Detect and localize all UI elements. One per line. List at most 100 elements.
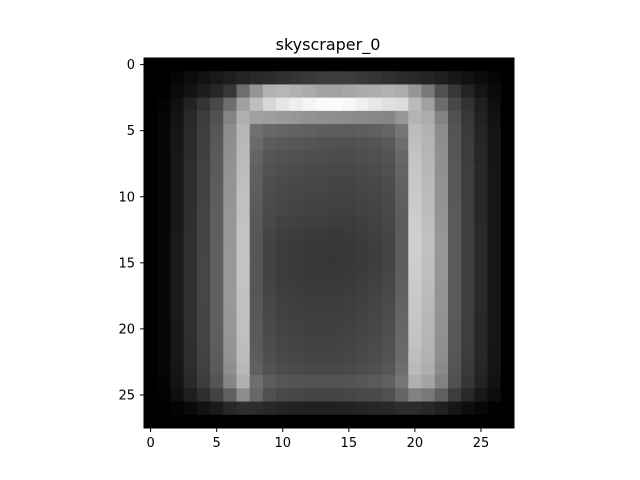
heatmap-cell	[210, 84, 224, 99]
heatmap-cell	[302, 97, 317, 112]
heatmap-cell	[461, 414, 475, 429]
heatmap-cell	[447, 282, 462, 297]
heatmap-cell	[434, 348, 449, 363]
heatmap-cell	[236, 269, 251, 284]
heatmap-cell	[196, 322, 211, 336]
heatmap-cell	[236, 229, 251, 244]
heatmap-cell	[157, 97, 171, 112]
heatmap-cell	[434, 190, 449, 204]
heatmap-cell	[276, 348, 290, 363]
heatmap-cell	[210, 97, 224, 112]
heatmap-cell	[434, 176, 449, 191]
heatmap-cell	[170, 163, 185, 178]
heatmap-cell	[474, 295, 489, 310]
heatmap-cell	[302, 190, 317, 204]
heatmap-cell	[276, 388, 290, 403]
heatmap-cell	[157, 203, 171, 218]
heatmap-cell	[262, 256, 277, 270]
heatmap-cell	[196, 71, 211, 85]
heatmap-cell	[223, 176, 237, 191]
heatmap-cell	[157, 269, 171, 284]
heatmap-cell	[329, 203, 343, 218]
heatmap-cell	[342, 414, 356, 429]
heatmap-cell	[302, 203, 317, 218]
heatmap-cell	[210, 322, 224, 336]
heatmap-cell	[289, 163, 304, 178]
chart-title: skyscraper_0	[276, 35, 381, 55]
heatmap-cell	[157, 216, 171, 231]
heatmap-cell	[236, 322, 251, 336]
heatmap-cell	[355, 375, 370, 389]
heatmap-cell	[315, 243, 330, 257]
heatmap-cell	[342, 110, 356, 125]
heatmap-cell	[461, 71, 475, 85]
heatmap-cell	[368, 97, 383, 112]
heatmap-cell	[276, 124, 290, 138]
x-tick-label: 25	[473, 436, 490, 451]
heatmap-cell	[474, 348, 489, 363]
heatmap-cell	[223, 282, 237, 297]
heatmap-cell	[368, 388, 383, 403]
heatmap-cell	[236, 388, 251, 403]
heatmap-cell	[368, 361, 383, 376]
heatmap-cell	[302, 137, 317, 151]
heatmap-cell	[170, 256, 185, 270]
heatmap-cell	[461, 124, 475, 138]
heatmap-cell	[276, 110, 290, 125]
heatmap-cell	[144, 361, 158, 376]
heatmap-cell	[170, 414, 185, 429]
heatmap-cell	[421, 243, 436, 257]
heatmap-cell	[421, 335, 436, 350]
heatmap-cell	[315, 71, 330, 85]
heatmap-cell	[276, 163, 290, 178]
heatmap-cell	[157, 150, 171, 165]
heatmap-cell	[395, 322, 409, 336]
heatmap-cell	[474, 335, 489, 350]
heatmap-cell	[223, 256, 237, 270]
heatmap-cell	[447, 269, 462, 284]
heatmap-cell	[315, 163, 330, 178]
heatmap-cell	[408, 348, 422, 363]
heatmap-cell	[395, 309, 409, 323]
heatmap-cell	[447, 150, 462, 165]
heatmap-cell	[381, 414, 396, 429]
heatmap-cell	[289, 203, 304, 218]
heatmap-cell	[262, 348, 277, 363]
heatmap-cell	[315, 335, 330, 350]
heatmap-cell	[447, 216, 462, 231]
heatmap-cell	[368, 124, 383, 138]
heatmap-cell	[329, 71, 343, 85]
heatmap-cell	[315, 256, 330, 270]
heatmap-cell	[381, 124, 396, 138]
heatmap-cell	[342, 97, 356, 112]
heatmap-cell	[408, 309, 422, 323]
heatmap-cell	[276, 375, 290, 389]
heatmap-cell	[381, 361, 396, 376]
heatmap-cell	[262, 388, 277, 403]
heatmap-cell	[500, 335, 515, 350]
heatmap-cell	[289, 216, 304, 231]
heatmap-cell	[196, 176, 211, 191]
heatmap-cell	[210, 388, 224, 403]
heatmap-cell	[170, 137, 185, 151]
heatmap-cell	[302, 71, 317, 85]
heatmap-cell	[368, 203, 383, 218]
heatmap-cell	[223, 163, 237, 178]
heatmap-cell	[315, 295, 330, 310]
heatmap-cell	[196, 124, 211, 138]
heatmap-cell	[315, 282, 330, 297]
heatmap-cell	[262, 375, 277, 389]
heatmap-cell	[487, 243, 502, 257]
heatmap-cell	[276, 150, 290, 165]
heatmap-cell	[447, 375, 462, 389]
heatmap-cell	[342, 282, 356, 297]
heatmap-cell	[223, 348, 237, 363]
heatmap-cell	[262, 414, 277, 429]
heatmap-cell	[381, 269, 396, 284]
heatmap-cell	[170, 309, 185, 323]
heatmap-cell	[276, 84, 290, 99]
heatmap-cell	[408, 137, 422, 151]
heatmap-cell	[421, 229, 436, 244]
heatmap-cell	[196, 190, 211, 204]
heatmap-cell	[355, 269, 370, 284]
